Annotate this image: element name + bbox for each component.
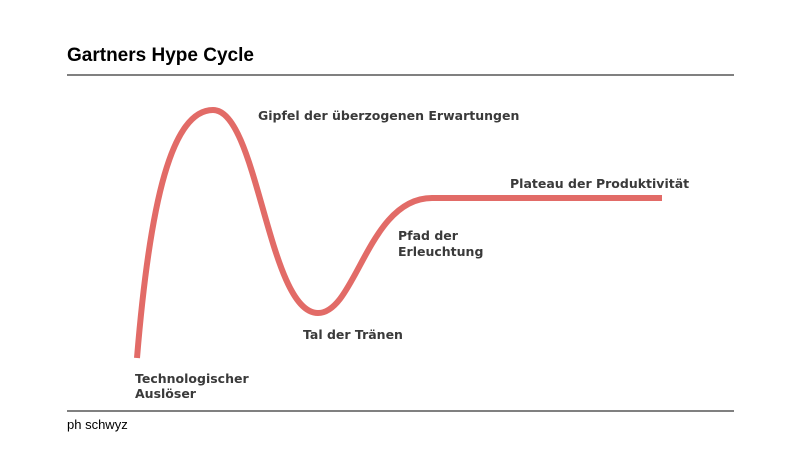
- hype-curve: [134, 106, 662, 359]
- footer: ph schwyz: [67, 417, 128, 432]
- label: Plateau der Produktivität: [510, 176, 689, 191]
- label: Pfad der: [398, 228, 459, 243]
- label: Erleuchtung: [398, 244, 483, 259]
- title: Gartners Hype Cycle: [67, 45, 254, 66]
- label: Gipfel der überzogenen Erwartungen: [258, 108, 519, 123]
- label: Auslöser: [135, 386, 197, 401]
- label: Tal der Tränen: [303, 327, 403, 342]
- label: Technologischer: [135, 371, 249, 386]
